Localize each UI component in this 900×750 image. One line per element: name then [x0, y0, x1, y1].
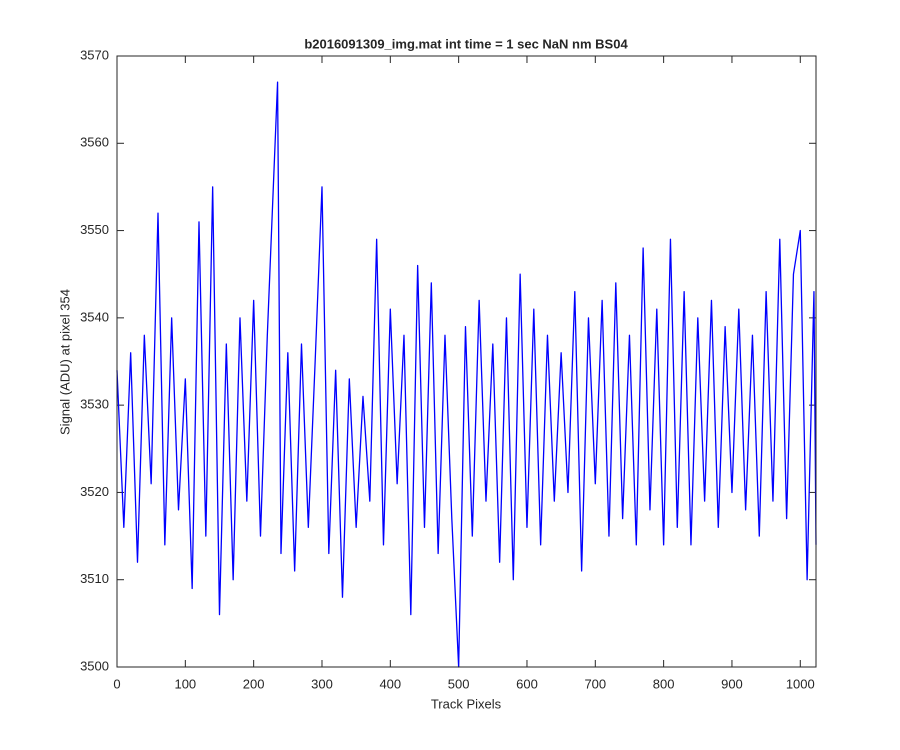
y-tick-label: 3530 [80, 397, 109, 412]
y-tick-label: 3560 [80, 135, 109, 150]
x-tick-label: 100 [174, 676, 196, 691]
x-tick-label: 1000 [786, 676, 815, 691]
y-tick-label: 3520 [80, 484, 109, 499]
data-line [116, 81, 817, 668]
chart-title: b2016091309_img.mat int time = 1 sec NaN… [304, 36, 628, 51]
y-tick-label: 3500 [80, 658, 109, 673]
x-tick-label: 800 [653, 676, 675, 691]
x-tick-label: 600 [516, 676, 538, 691]
plot-frame [116, 55, 817, 668]
x-tick-label: 0 [113, 676, 120, 691]
x-axis-label: Track Pixels [431, 696, 502, 711]
x-tick-label: 200 [243, 676, 265, 691]
y-tick-label: 3510 [80, 571, 109, 586]
y-tick-label: 3540 [80, 309, 109, 324]
x-tick-label: 900 [721, 676, 743, 691]
y-axis-label: Signal (ADU) at pixel 354 [57, 289, 72, 435]
y-tick-label: 3550 [80, 222, 109, 237]
x-tick-label: 300 [311, 676, 333, 691]
x-tick-label: 500 [448, 676, 470, 691]
x-tick-label: 400 [379, 676, 401, 691]
x-tick-label: 700 [584, 676, 606, 691]
y-tick-label: 3570 [80, 47, 109, 62]
